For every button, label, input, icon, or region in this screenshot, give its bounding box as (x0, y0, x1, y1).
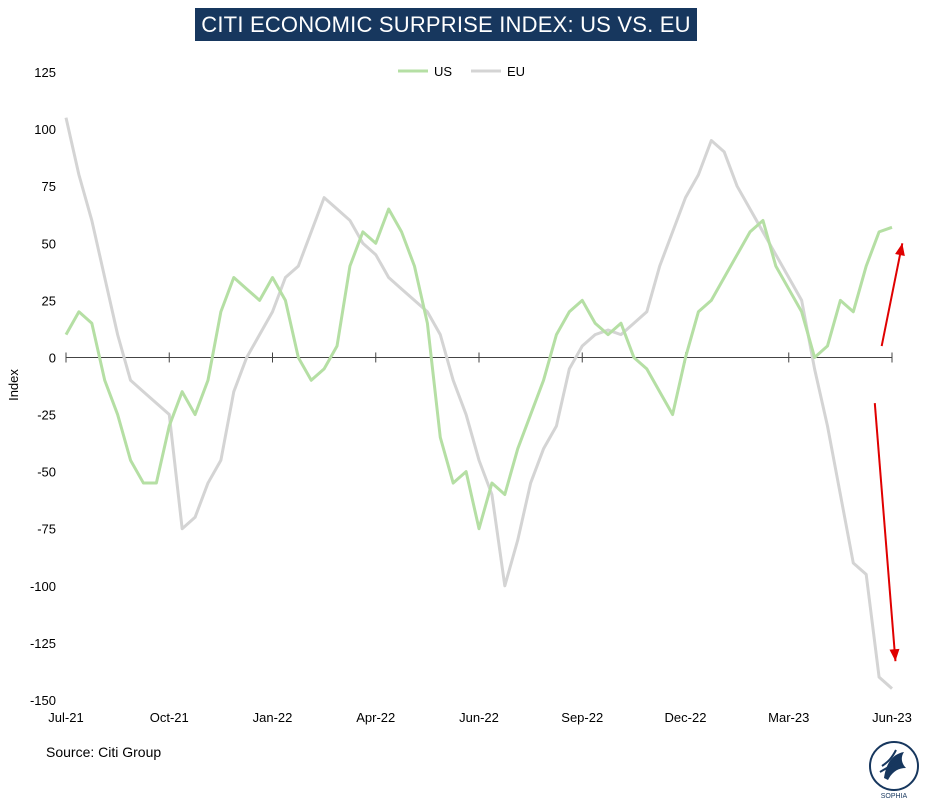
x-tick-label: Jan-22 (253, 710, 293, 725)
logo-lettering: SOPHIA (881, 793, 908, 800)
y-tick-label: 100 (34, 122, 56, 137)
chart-title: CITI ECONOMIC SURPRISE INDEX: US VS. EU (195, 8, 697, 41)
y-tick-label: 0 (49, 350, 56, 365)
x-tick-label: Jun-23 (872, 710, 912, 725)
legend-label-us: US (434, 64, 452, 79)
x-tick-label: Mar-23 (768, 710, 809, 725)
trend-arrow-line (880, 243, 904, 347)
series-line-us (64, 207, 893, 531)
trend-arrow-head (895, 243, 905, 257)
trend-arrow-head (889, 648, 900, 662)
x-tick-labels: Jul-21 Oct-21 Jan-22 Apr-22 Jun-22 Sep-22 Dec-… (48, 710, 912, 725)
zero-axis (65, 352, 893, 363)
legend: US EU (398, 64, 525, 79)
x-tick-label: Jul-21 (48, 710, 83, 725)
y-tick-label: -125 (30, 636, 56, 651)
y-tick-label: 75 (42, 179, 56, 194)
source-note: Source: Citi Group (46, 744, 162, 760)
x-tick-label: Jun-22 (459, 710, 499, 725)
trend-arrows (873, 243, 905, 662)
y-tick-label: -50 (37, 465, 56, 480)
y-tick-label: -150 (30, 693, 56, 708)
y-tick-label: -75 (37, 522, 56, 537)
sophia-logo-icon: SOPHIA (869, 741, 919, 800)
y-axis-label: Index (6, 369, 21, 401)
trend-arrow-line (873, 403, 897, 662)
y-tick-label: 50 (42, 236, 56, 251)
y-tick-labels: 125 100 75 50 25 0 -25 -50 -75 -100 -125 -150 (30, 65, 56, 708)
y-tick-label: 125 (34, 65, 56, 80)
x-tick-label: Sep-22 (561, 710, 603, 725)
x-tick-label: Dec-22 (665, 710, 707, 725)
series-lines (64, 117, 893, 690)
x-tick-label: Apr-22 (356, 710, 395, 725)
x-tick-label: Oct-21 (150, 710, 189, 725)
series-line-eu (64, 117, 893, 690)
y-tick-label: -100 (30, 579, 56, 594)
y-tick-label: -25 (37, 408, 56, 423)
y-tick-label: 25 (42, 293, 56, 308)
legend-label-eu: EU (507, 64, 525, 79)
